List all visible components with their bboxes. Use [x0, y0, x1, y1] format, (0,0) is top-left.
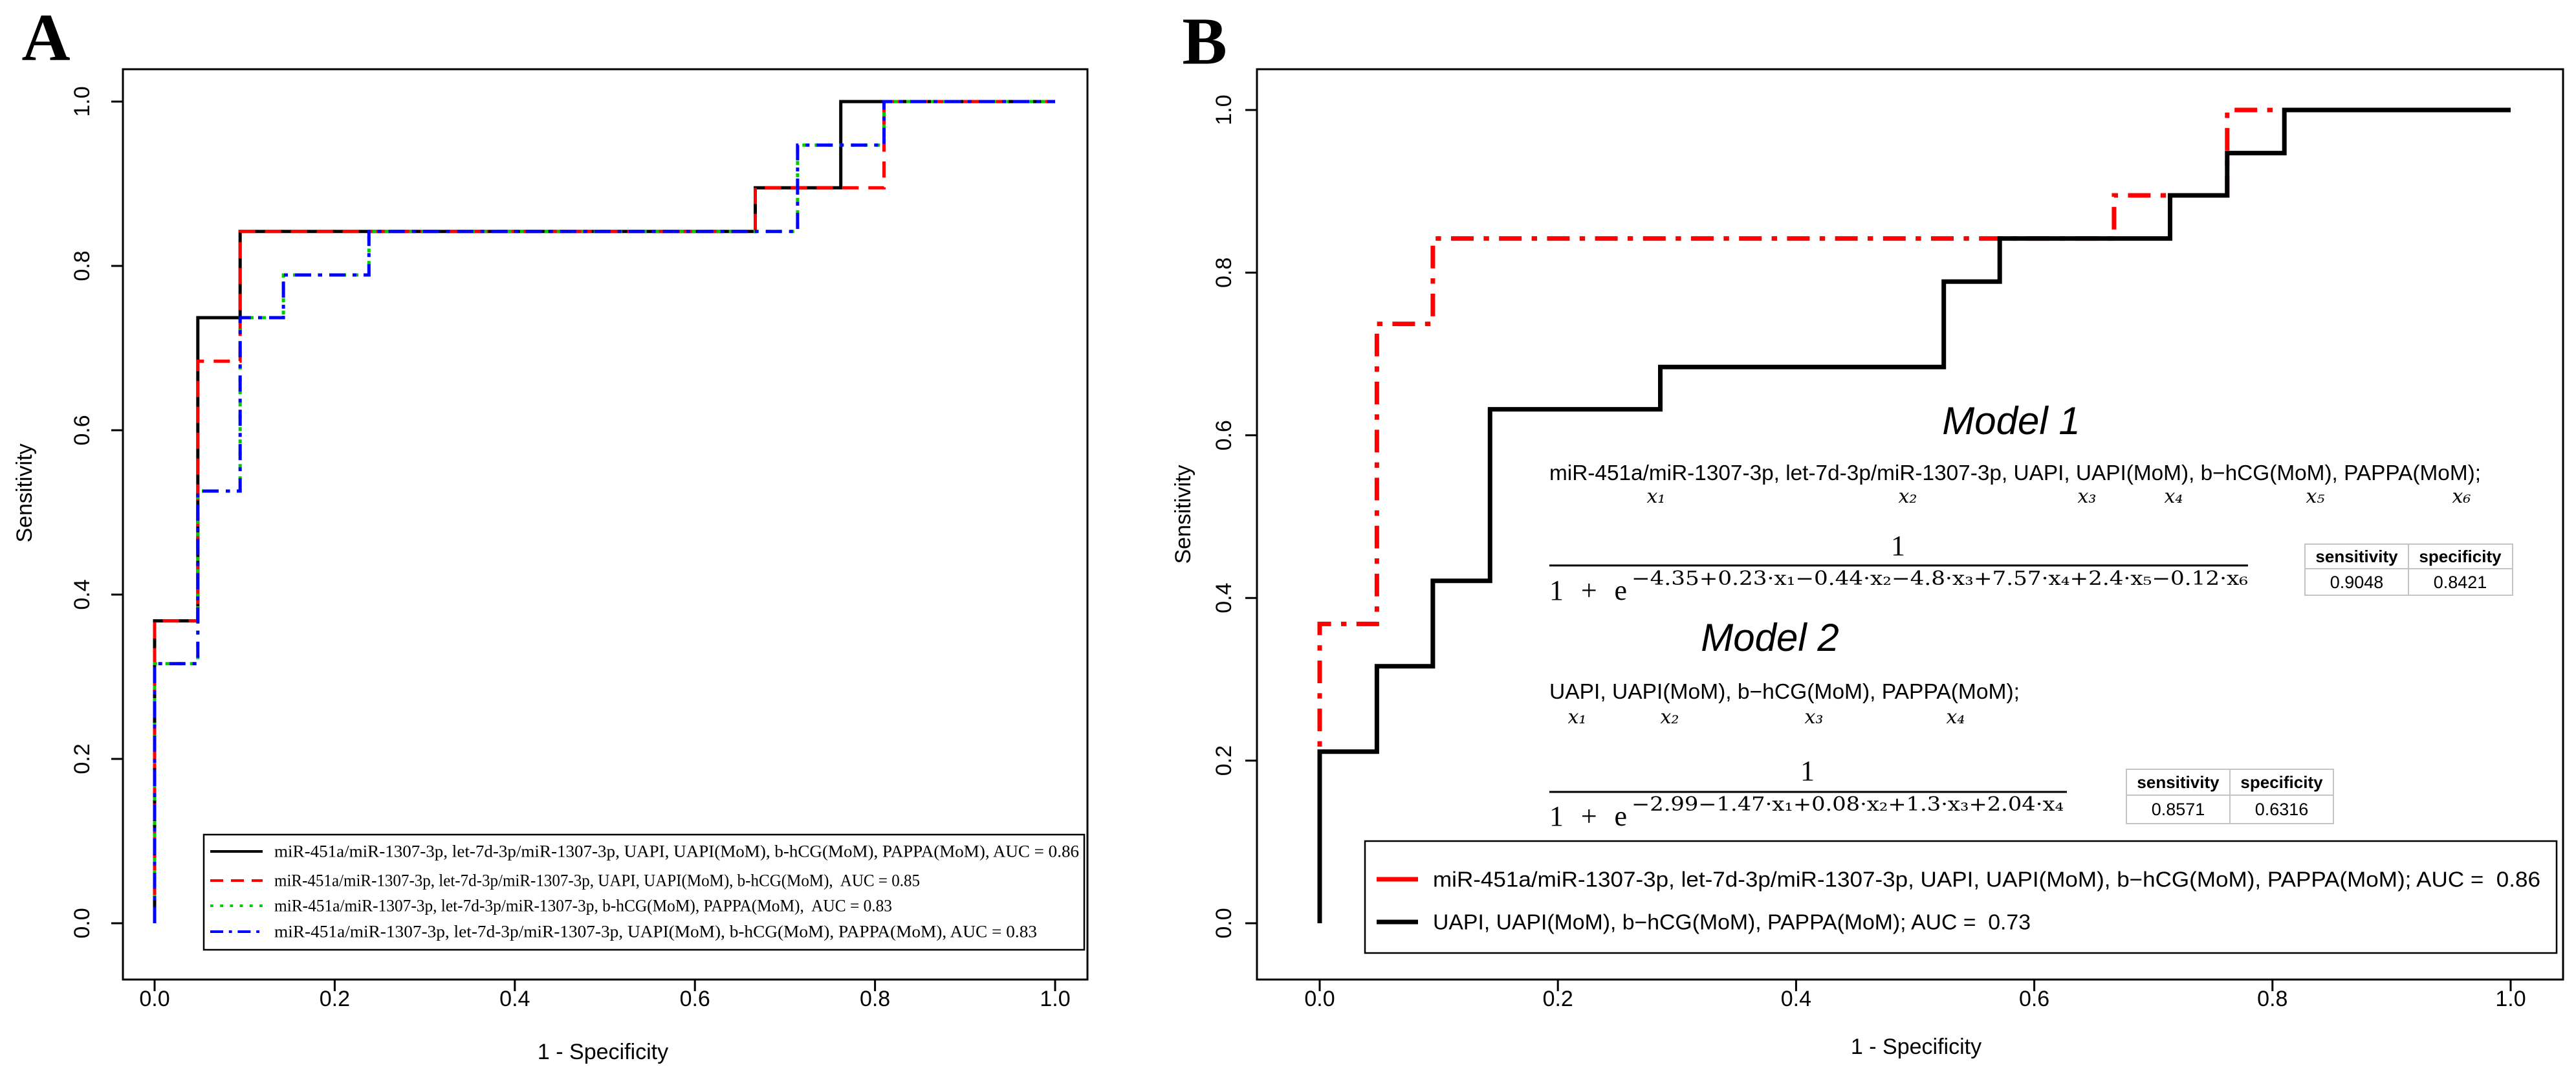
x-tick-label: 0.2 [1543, 987, 1573, 1011]
model-1-formula-numerator: 1 [1891, 530, 1905, 562]
y-tick-label: 1.0 [70, 86, 94, 116]
x-tick-label: 0.8 [860, 987, 890, 1011]
model-2-symbol-x4: x₄ [1947, 706, 1965, 729]
y-axis-label: Sensitivity [12, 443, 37, 542]
model-2-title: Model 2 [1701, 616, 1839, 659]
model-2-table-header-sensitivity: sensitivity [2137, 773, 2220, 792]
model-1-symbol-x6: x₆ [2452, 485, 2471, 508]
model-1-table-value-specificity: 0.8421 [2434, 573, 2487, 592]
model-1-table-header-specificity: specificity [2419, 547, 2502, 566]
x-tick-label: 0.4 [499, 987, 530, 1011]
x-tick-label: 1.0 [2495, 987, 2526, 1011]
x-tick-label: 0.6 [680, 987, 710, 1011]
legend-label-1: miR-451a/miR-1307-3p, let-7d-3p/miR-1307… [1433, 868, 2540, 892]
model-2-formula-denominator-base: 1 + e [1549, 800, 1627, 832]
x-tick-label: 0.0 [139, 987, 169, 1011]
model-annotations: Model 1 miR-451a/miR-1307-3p, let-7d-3p/… [1549, 399, 2513, 832]
model-2-table-value-specificity: 0.6316 [2255, 800, 2309, 819]
roc-curve-1 [1317, 107, 2511, 923]
model-1-title: Model 1 [1942, 399, 2080, 443]
model-2-table-value-sensitivity: 0.8571 [2152, 800, 2205, 819]
legend-box [202, 833, 1086, 951]
y-tick-label: 0.0 [1212, 908, 1236, 938]
model-1-variable-list: miR-451a/miR-1307-3p, let-7d-3p/miR-1307… [1549, 461, 2481, 485]
legend-label-1: miR-451a/miR-1307-3p, let-7d-3p/miR-1307… [274, 842, 1079, 861]
model-1-table-value-sensitivity: 0.9048 [2330, 573, 2384, 592]
roc-curve-4 [153, 100, 1055, 923]
model-1-symbol-x5: x₅ [2306, 485, 2325, 508]
roc-curve-2 [1317, 107, 2511, 923]
x-tick-label: 1.0 [1040, 987, 1070, 1011]
y-tick-label: 0.4 [70, 579, 94, 609]
plot-frame [1256, 68, 2564, 981]
y-tick-label: 0.0 [70, 908, 94, 938]
model-1-symbol-x4: x₄ [2165, 485, 2183, 508]
x-axis-label: 1 - Specificity [538, 1040, 668, 1064]
x-tick-label: 0.2 [320, 987, 350, 1011]
panel-a-roc-chart: 0.0 0.2 0.4 0.6 0.8 1.0 0.0 0.2 0.4 0.6 0.8 1.0 1 - … [12, 1, 1089, 1064]
x-tick-label: 0.0 [1304, 987, 1335, 1011]
y-tick-label: 0.8 [1212, 258, 1236, 288]
model-2-table-header-specificity: specificity [2240, 773, 2323, 792]
model-2-symbol-x2: x₂ [1661, 706, 1679, 729]
y-tick-label: 0.6 [1212, 420, 1236, 450]
x-tick-label: 0.4 [1781, 987, 1811, 1011]
plot-frame [122, 68, 1089, 981]
model-2-symbol-x1: x₁ [1568, 706, 1587, 729]
x-axis-label: 1 - Specificity [1851, 1035, 1981, 1059]
model-1-formula-denominator-base: 1 + e [1549, 575, 1627, 606]
model-1-table-cell [2408, 568, 2513, 596]
x-tick-label: 0.8 [2257, 987, 2287, 1011]
legend-label-4: miR-451a/miR-1307-3p, let-7d-3p/miR-1307… [274, 923, 1037, 941]
model-1-symbol-x1: x₁ [1647, 485, 1666, 508]
panel-label: A [21, 1, 70, 75]
y-axis-label: Sensitivity [1171, 465, 1195, 564]
y-tick-label: 0.8 [70, 250, 94, 281]
panel-b-roc-chart: 0.0 0.2 0.4 0.6 0.8 1.0 0.0 0.2 0.4 0.6 0.8 1.0 1 - … [1171, 5, 2564, 1059]
y-tick-label: 0.6 [70, 415, 94, 445]
model-2-formula-numerator: 1 [1800, 755, 1815, 787]
model-2-table-cell [2229, 769, 2334, 796]
legend-label-2: UAPI, UAPI(MoM), b−hCG(MoM), PAPPA(MoM);… [1433, 910, 2031, 934]
y-tick-label: 0.2 [1212, 745, 1236, 776]
legend-label-2: miR-451a/miR-1307-3p, let-7d-3p/miR-1307… [274, 871, 920, 890]
model-1-formula-exponent: −4.35+0.23·x₁−0.44·x₂−4.8·x₃+7.57·x₄+2.4… [1632, 567, 2248, 590]
model-2-variable-list: UAPI, UAPI(MoM), b−hCG(MoM), PAPPA(MoM); [1549, 679, 2020, 703]
model-1-table-header-sensitivity: sensitivity [2315, 547, 2398, 566]
legend-box [1364, 840, 2558, 954]
y-tick-label: 0.4 [1212, 583, 1236, 613]
model-2-table-cell [2229, 795, 2334, 824]
y-tick-label: 0.2 [70, 743, 94, 774]
model-2-formula-exponent: −2.99−1.47·x₁+0.08·x₂+1.3·x₃+2.04·x₄ [1632, 793, 2064, 816]
legend-label-3: miR-451a/miR-1307-3p, let-7d-3p/miR-1307… [274, 897, 892, 915]
model-1-symbol-x3: x₃ [2078, 485, 2097, 508]
y-tick-label: 1.0 [1212, 94, 1236, 125]
roc-curve-2 [153, 100, 1055, 923]
x-tick-label: 0.6 [2019, 987, 2049, 1011]
panel-label: B [1182, 5, 1227, 79]
model-2-table-cell [2126, 795, 2231, 824]
model-2-symbol-x3: x₃ [1805, 706, 1824, 729]
model-1-symbol-x2: x₂ [1899, 485, 1917, 508]
